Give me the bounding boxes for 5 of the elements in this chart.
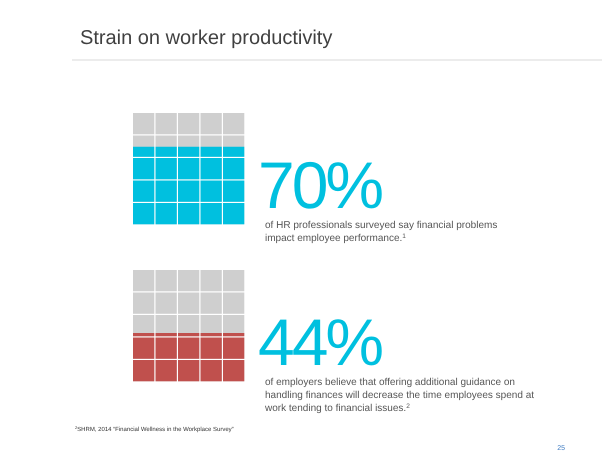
text: of employers believe that offering additional guidance on handling finances will decrease the time employees spend at work tending to financial issues.$^{2}$ [264,377,534,414]
text: Strain on worker productivity [80,27,332,49]
data-label: 44% [258,305,382,379]
data-label: 70% [258,148,382,222]
text: of HR professionals surveyed say financial problems impact employee performance.$^{1}$ [265,220,498,244]
